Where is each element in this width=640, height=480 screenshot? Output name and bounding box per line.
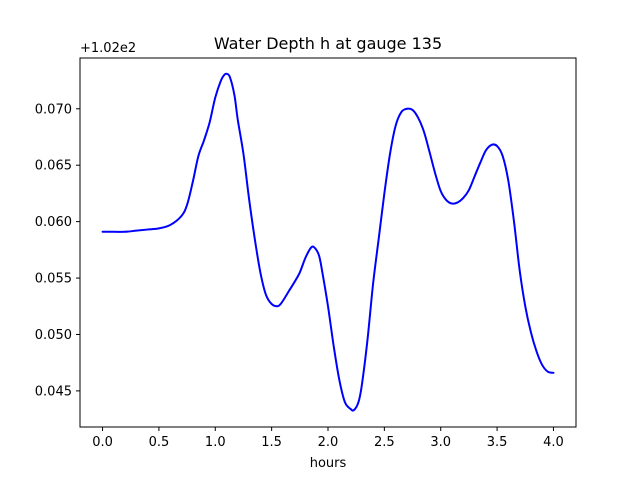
y-tick-label: 0.055 [35, 272, 72, 287]
y-tick-label: 0.060 [35, 215, 72, 230]
x-tick-label: 0.5 [149, 435, 170, 450]
x-tick-label: 2.5 [374, 435, 395, 450]
x-tick-label: 1.5 [261, 435, 282, 450]
chart-title: Water Depth h at gauge 135 [214, 34, 442, 53]
y-tick-label: 0.050 [35, 328, 72, 343]
series-line [101, 72, 555, 412]
y-tick-label: 0.045 [35, 384, 72, 399]
x-tick-label: 4.0 [543, 435, 564, 450]
x-axis-label: hours [310, 456, 347, 471]
x-tick-label: 3.0 [430, 435, 451, 450]
x-axis-ticks: 0.0 0.5 1.0 1.5 2.0 2.5 3.0 3.5 4.0 [92, 427, 564, 450]
y-axis-offset-text: +1.02e2 [80, 41, 136, 56]
y-axis-ticks: 0.045 0.050 0.055 0.060 0.065 0.070 [35, 102, 80, 399]
y-tick-label: 0.065 [35, 159, 72, 174]
x-tick-label: 3.5 [487, 435, 508, 450]
x-tick-label: 1.0 [205, 435, 226, 450]
y-tick-label: 0.070 [35, 102, 72, 117]
x-tick-label: 0.0 [92, 435, 113, 450]
x-tick-label: 2.0 [318, 435, 339, 450]
